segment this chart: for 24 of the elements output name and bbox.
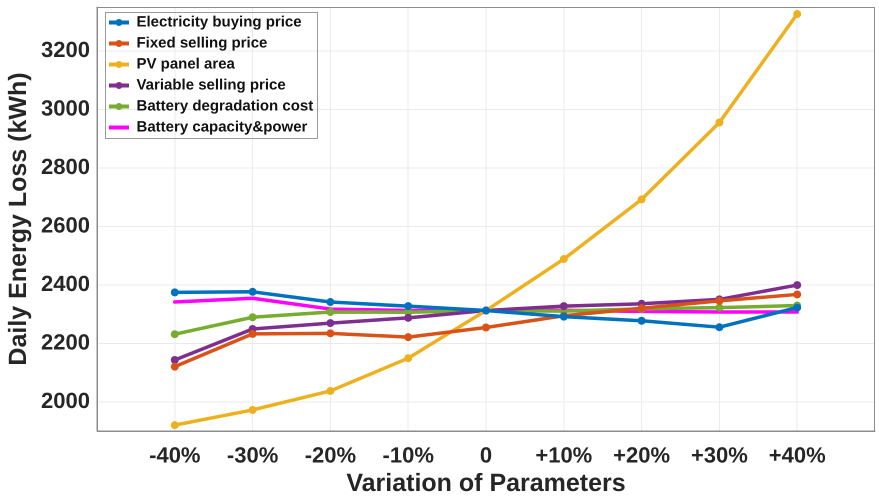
y-tick-label: 2000 — [41, 388, 90, 413]
y-tick-label: 2800 — [41, 154, 90, 179]
legend-label: Battery capacity&power — [136, 118, 308, 136]
x-tick-label: -20% — [304, 442, 356, 468]
x-tick-label: +20% — [613, 442, 670, 468]
legend-label: Fixed selling price — [136, 34, 268, 52]
legend-label: Battery degradation cost — [136, 98, 314, 115]
x-tick-label: -30% — [226, 442, 278, 468]
x-tick-label: -40% — [149, 442, 200, 468]
y-tick-label: 2400 — [41, 270, 90, 296]
x-tick-label: +10% — [535, 442, 592, 468]
x-tick-label: 0 — [480, 442, 492, 468]
y-axis-title: Daily Energy Loss (kWh) — [4, 72, 32, 366]
y-tick-label: 2600 — [41, 212, 90, 238]
legend-label: PV panel area — [136, 56, 236, 73]
y-tick-label: 3000 — [41, 95, 90, 120]
x-tick-label: +30% — [690, 442, 748, 468]
legend-label: Electricity buying price — [136, 14, 302, 31]
y-tick-label: 2200 — [41, 329, 90, 354]
x-tick-label: +40% — [768, 442, 826, 468]
legend-label: Variable selling price — [136, 76, 286, 94]
x-tick-label: -10% — [382, 442, 434, 468]
x-axis-title: Variation of Parameters — [346, 468, 626, 497]
y-tick-label: 3200 — [41, 36, 90, 62]
